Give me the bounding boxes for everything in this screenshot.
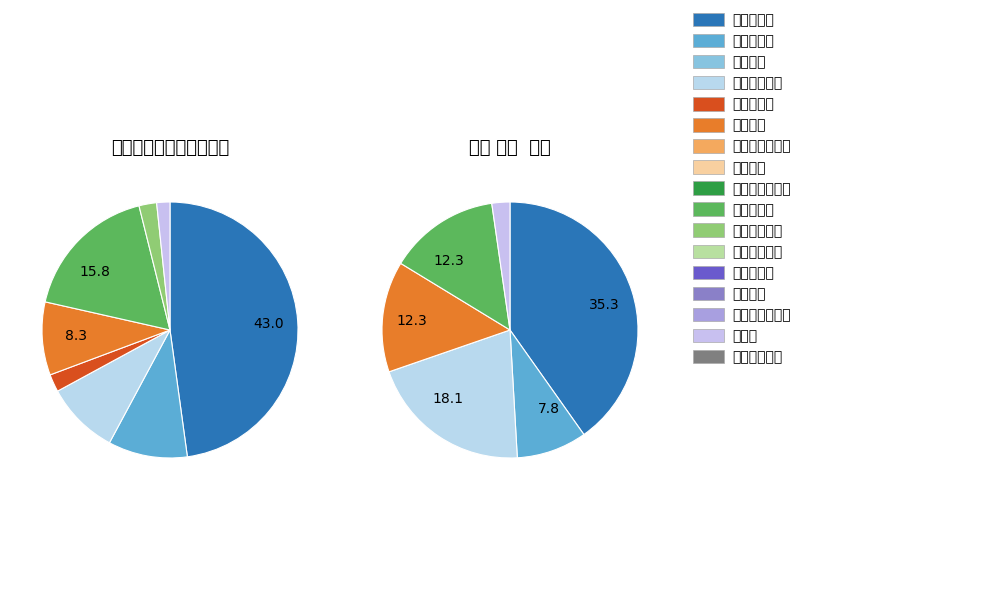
Text: 8.3: 8.3 xyxy=(65,329,87,343)
Wedge shape xyxy=(510,202,638,434)
Text: 15.8: 15.8 xyxy=(80,265,111,279)
Wedge shape xyxy=(389,330,517,458)
Wedge shape xyxy=(45,206,170,330)
Title: パ・リーグ全プレイヤー: パ・リーグ全プレイヤー xyxy=(111,139,229,157)
Wedge shape xyxy=(58,330,170,443)
Text: 35.3: 35.3 xyxy=(589,298,620,312)
Wedge shape xyxy=(382,263,510,372)
Title: 若月 健矢  選手: 若月 健矢 選手 xyxy=(469,139,551,157)
Text: 43.0: 43.0 xyxy=(253,317,284,331)
Wedge shape xyxy=(109,330,187,458)
Text: 7.8: 7.8 xyxy=(537,401,559,416)
Wedge shape xyxy=(50,330,170,391)
Wedge shape xyxy=(510,330,584,458)
Text: 18.1: 18.1 xyxy=(433,392,464,406)
Wedge shape xyxy=(401,203,510,330)
Text: 12.3: 12.3 xyxy=(433,254,464,268)
Wedge shape xyxy=(42,302,170,375)
Wedge shape xyxy=(170,202,298,457)
Wedge shape xyxy=(157,202,170,330)
Wedge shape xyxy=(492,202,510,330)
Legend: ストレート, ツーシーム, シュート, カットボール, スプリット, フォーク, チェンジアップ, シンカー, 高速スライダー, スライダー, 縦スライダー, : ストレート, ツーシーム, シュート, カットボール, スプリット, フォーク,… xyxy=(693,13,791,364)
Wedge shape xyxy=(139,203,170,330)
Text: 12.3: 12.3 xyxy=(397,314,427,328)
